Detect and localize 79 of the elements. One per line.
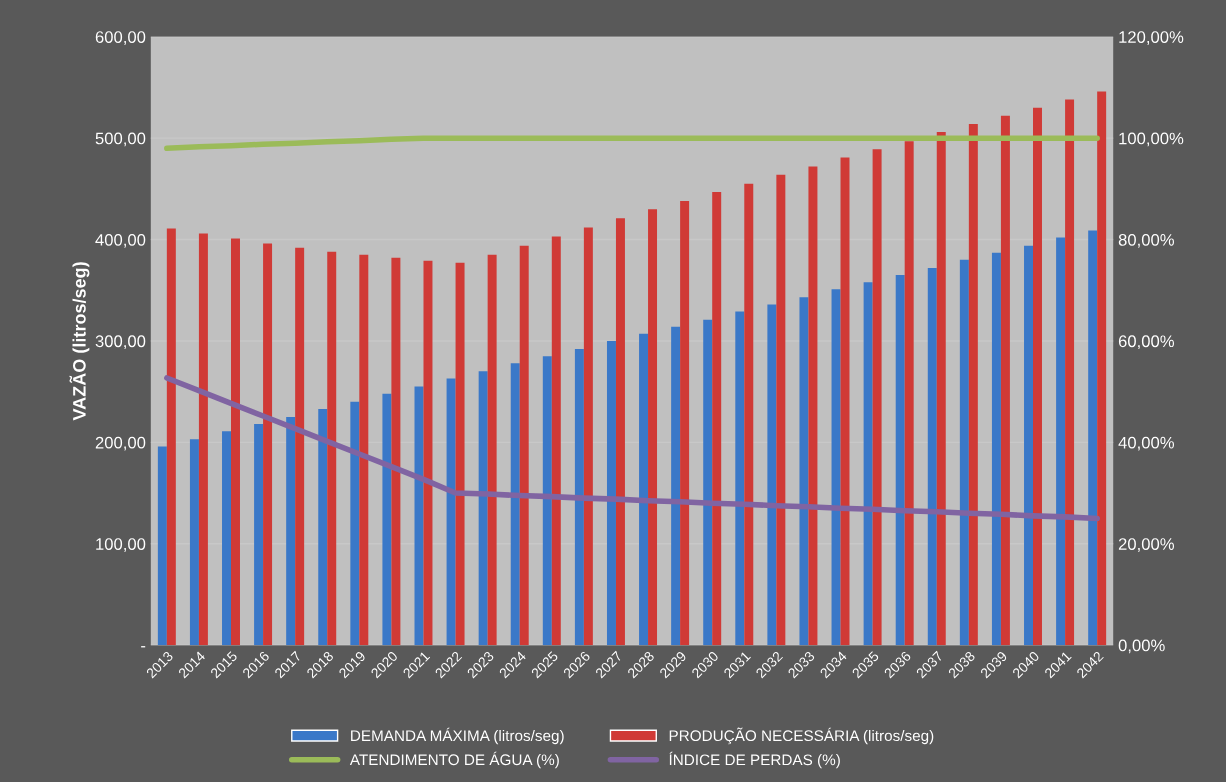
bar bbox=[639, 333, 649, 646]
bar bbox=[414, 386, 424, 646]
legend-label: ATENDIMENTO DE ÁGUA (%) bbox=[349, 751, 559, 769]
bar bbox=[840, 157, 850, 646]
bar bbox=[735, 311, 745, 646]
bar bbox=[648, 209, 658, 646]
bar bbox=[767, 304, 777, 646]
y2-tick-label: 100,00% bbox=[1119, 132, 1184, 147]
bar bbox=[776, 174, 786, 646]
y2-tick-label: 80,00% bbox=[1118, 233, 1174, 248]
y-tick-label: 500,00 bbox=[95, 132, 146, 147]
y-tick-label: 200,00 bbox=[95, 436, 146, 451]
bar bbox=[423, 260, 433, 646]
y-tick-label: 100,00 bbox=[96, 538, 146, 552]
y2-tick-label: 120,00% bbox=[1119, 31, 1184, 45]
bar bbox=[189, 439, 199, 646]
bar bbox=[519, 245, 529, 646]
bar bbox=[254, 424, 264, 646]
y2-tick-label: 60,00% bbox=[1118, 335, 1174, 350]
bar bbox=[350, 401, 360, 646]
bar bbox=[1056, 237, 1066, 646]
bar bbox=[542, 356, 552, 646]
y-tick-label: - bbox=[141, 646, 146, 648]
bar bbox=[583, 227, 593, 646]
bar bbox=[455, 262, 465, 646]
bar bbox=[968, 123, 978, 646]
bar bbox=[551, 236, 561, 646]
bar bbox=[510, 363, 520, 646]
bar bbox=[808, 166, 818, 646]
bar bbox=[606, 340, 616, 646]
bar bbox=[295, 247, 305, 646]
y-axis-title: VAZÃO (litros/seg) bbox=[69, 262, 90, 421]
y-tick-label: 400,00 bbox=[95, 233, 146, 248]
bar bbox=[446, 378, 456, 646]
bar bbox=[157, 446, 167, 646]
y-tick-label: 600,00 bbox=[95, 31, 146, 45]
bar bbox=[222, 431, 231, 646]
bar bbox=[327, 251, 337, 646]
bar bbox=[991, 252, 1001, 646]
bar bbox=[863, 282, 873, 646]
bar bbox=[799, 297, 809, 646]
bar bbox=[680, 201, 690, 646]
bar bbox=[1000, 115, 1010, 646]
bar bbox=[359, 254, 369, 646]
bar bbox=[231, 238, 240, 646]
bar bbox=[895, 275, 905, 646]
legend-label: ÍNDICE DE PERDAS (%) bbox=[669, 751, 840, 769]
y2-tick-label: 0,00% bbox=[1118, 639, 1165, 654]
y-tick-label: 300,00 bbox=[95, 335, 146, 350]
bar bbox=[1088, 230, 1098, 646]
bar bbox=[487, 254, 497, 646]
legend-label: DEMANDA MÁXIMA (litros/seg) bbox=[351, 727, 564, 745]
bar bbox=[1065, 99, 1075, 646]
bar bbox=[478, 371, 488, 646]
bar bbox=[712, 191, 722, 646]
bar bbox=[615, 218, 625, 646]
bar bbox=[574, 349, 584, 646]
bar bbox=[1024, 245, 1034, 646]
bar bbox=[382, 393, 392, 646]
bar bbox=[904, 141, 914, 646]
y2-tick-label: 20,00% bbox=[1118, 538, 1174, 552]
bar bbox=[744, 183, 754, 646]
legend-label: PRODUÇÃO NECESSÁRIA (litros/seg) bbox=[669, 727, 934, 745]
bar bbox=[671, 326, 681, 646]
bar bbox=[872, 149, 882, 646]
bar bbox=[286, 417, 296, 646]
y2-tick-label: 40,00% bbox=[1118, 436, 1174, 451]
bar bbox=[831, 289, 841, 646]
bar bbox=[198, 233, 208, 646]
bar bbox=[936, 132, 946, 646]
bar bbox=[263, 243, 273, 646]
bar bbox=[703, 319, 713, 646]
bar bbox=[1097, 91, 1107, 646]
bar bbox=[318, 408, 328, 646]
bar bbox=[166, 228, 176, 646]
bar bbox=[1033, 107, 1042, 646]
bar bbox=[391, 257, 401, 646]
bar bbox=[959, 259, 969, 646]
bar bbox=[927, 267, 937, 646]
